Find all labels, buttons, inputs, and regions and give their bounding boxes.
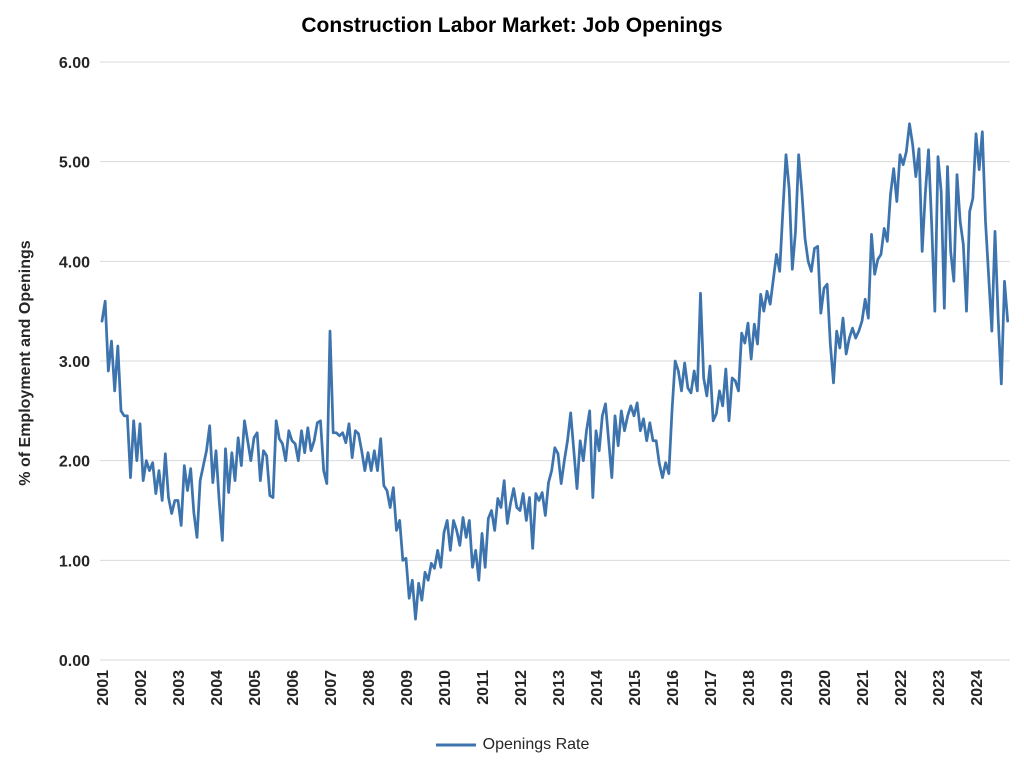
- x-tick-label: 2012: [513, 670, 530, 706]
- x-tick-label: 2006: [285, 670, 302, 706]
- x-tick-label: 2019: [779, 670, 796, 706]
- y-tick-label: 5.00: [59, 155, 90, 172]
- x-tick-label: 2017: [703, 670, 720, 706]
- x-tick-label: 2022: [893, 670, 910, 706]
- y-tick-label: 6.00: [59, 55, 90, 72]
- chart-title: Construction Labor Market: Job Openings: [301, 14, 723, 37]
- x-tick-label: 2013: [551, 670, 568, 706]
- x-tick-label: 2024: [969, 670, 986, 706]
- y-tick-label: 1.00: [59, 553, 90, 570]
- legend-line-swatch: [435, 743, 476, 747]
- x-tick-label: 2015: [627, 670, 644, 706]
- x-tick-label: 2001: [95, 670, 112, 706]
- y-tick-label: 0.00: [59, 653, 90, 670]
- x-tick-label: 2021: [855, 670, 872, 706]
- x-tick-label: 2018: [741, 670, 758, 706]
- x-tick-label: 2005: [247, 670, 264, 706]
- legend: Openings Rate: [0, 733, 1024, 757]
- y-tick-label: 2.00: [59, 454, 90, 471]
- x-tick-label: 2023: [931, 670, 948, 706]
- y-tick-label: 4.00: [59, 254, 90, 271]
- x-tick-label: 2011: [475, 670, 492, 705]
- x-tick-label: 2014: [589, 670, 606, 706]
- x-tick-label: 2008: [361, 670, 378, 706]
- legend-label: Openings Rate: [482, 736, 590, 753]
- openings-rate-line: [100, 122, 1010, 621]
- x-tick-label: 2004: [209, 670, 226, 706]
- x-tick-label: 2010: [437, 670, 454, 706]
- x-tick-label: 2020: [817, 670, 834, 706]
- x-tick-label: 2009: [399, 670, 416, 706]
- y-tick-label: 3.00: [59, 354, 90, 371]
- x-tick-label: 2007: [323, 670, 340, 706]
- x-tick-label: 2016: [665, 670, 682, 706]
- x-tick-label: 2002: [133, 670, 150, 706]
- x-tick-label: 2003: [171, 670, 188, 706]
